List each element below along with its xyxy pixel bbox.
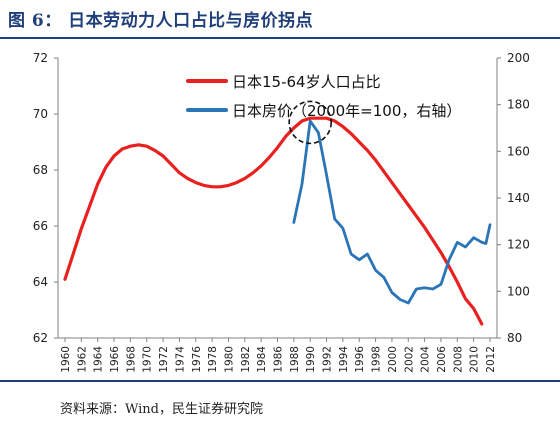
series-line-labor-share: [63, 116, 484, 326]
x-tick-label: 1982: [240, 346, 252, 373]
x-tick-label: 1966: [109, 346, 121, 373]
y-left-tick-label: 70: [33, 107, 48, 121]
y-left-tick-label: 64: [33, 275, 48, 289]
x-tick-label: 1974: [174, 346, 186, 373]
x-tick-label: 1992: [322, 346, 334, 373]
y-right-tick-label: 180: [507, 98, 530, 112]
x-tick-label: 2004: [420, 346, 432, 373]
x-tick-label: 2012: [485, 346, 497, 373]
figure-title: 图 6： 日本劳动力人口占比与房价拐点: [8, 8, 552, 36]
y-right-tick-label: 200: [507, 51, 530, 65]
x-tick-label: 1986: [273, 346, 285, 373]
x-tick-label: 2010: [469, 346, 481, 373]
x-tick-label: 1960: [60, 346, 72, 373]
y-right-tick-label: 80: [507, 331, 522, 345]
x-tick-label: 1978: [207, 346, 219, 373]
bottom-rule: [0, 380, 560, 382]
x-tick-label: 1994: [338, 346, 350, 373]
y-right-tick-label: 100: [507, 284, 530, 298]
x-tick-label: 1962: [76, 346, 88, 373]
x-tick-label: 1980: [223, 346, 235, 373]
y-right-tick-label: 140: [507, 191, 530, 205]
top-rule: [0, 37, 560, 39]
chart: 62 64 66 68 70 72 80 100 120 140 160 180 200 1960 1962…: [33, 51, 530, 373]
series-line-house-price: [292, 119, 492, 305]
y-left-tick-label: 62: [33, 331, 48, 345]
figure-title-text: 图 6： 日本劳动力人口占比与房价拐点: [8, 11, 314, 31]
legend-label-house-price: 日本房价（2000年=100，右轴）: [232, 102, 461, 120]
x-tick-label: 1990: [305, 346, 317, 373]
source-note: 资料来源：Wind，民生证券研究院: [60, 402, 263, 417]
x-tick-label: 1996: [354, 346, 366, 373]
x-tick-label: 1988: [289, 346, 301, 373]
x-tick-label: 1970: [142, 346, 154, 373]
x-tick-label: 1968: [125, 346, 137, 373]
x-tick-label: 2008: [452, 346, 464, 373]
legend-label-labor-share: 日本15-64岁人口占比: [232, 73, 381, 91]
x-tick-label: 2002: [403, 346, 415, 373]
x-tick-label: 1984: [256, 346, 268, 373]
y-left-tick-label: 72: [33, 51, 48, 65]
peak-highlight-circle: [288, 100, 332, 145]
x-tick-label: 1998: [371, 346, 383, 373]
y-left-tick-label: 68: [33, 163, 48, 177]
x-tick-label: 2000: [387, 346, 399, 373]
x-tick-label: 2006: [436, 346, 448, 373]
y-right-tick-label: 120: [507, 238, 530, 252]
x-tick-label: 1972: [158, 346, 170, 373]
x-tick-label: 1976: [191, 346, 203, 373]
series-layer: [63, 100, 492, 326]
y-right-tick-label: 160: [507, 144, 530, 158]
axes: 62 64 66 68 70 72 80 100 120 140 160 180 200 1960 1962…: [33, 51, 530, 373]
y-left-tick-label: 66: [33, 219, 48, 233]
x-tick-label: 1964: [93, 346, 105, 373]
